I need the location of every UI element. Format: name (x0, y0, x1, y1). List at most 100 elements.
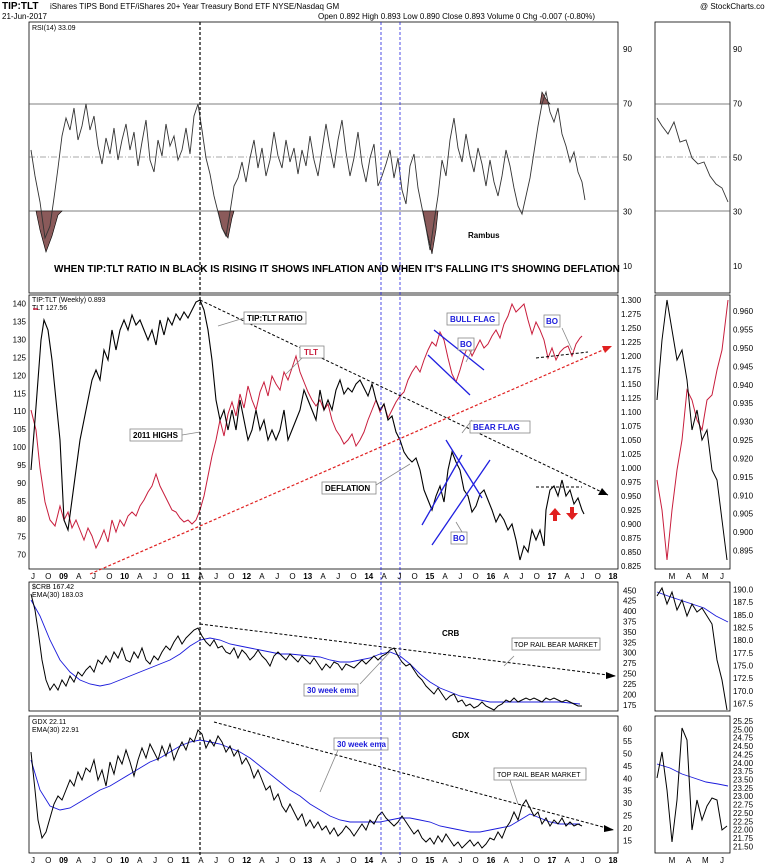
tlt-tick-label: 105 (13, 425, 27, 434)
x-tick-label: 11 (181, 572, 190, 581)
ratio-inset-tick-label: 0.955 (733, 325, 754, 334)
crb-inset-tick-label: 190.0 (733, 586, 754, 595)
x-tick-label: 17 (547, 572, 556, 581)
label-bo-2: BO (450, 521, 468, 545)
tlt-tick-label: 135 (13, 318, 27, 327)
x-tick-label: J (153, 856, 157, 865)
red-up-arrow (549, 508, 561, 521)
x-tick-label: O (350, 572, 356, 581)
crb-inset-tick-label: 185.0 (733, 611, 754, 620)
ratio-tick-label: 0.875 (621, 534, 642, 543)
gdx-inset-tick-label: 24.75 (733, 734, 754, 743)
rsi-panel: RSI(14) 33.09 10 30 50 70 90 10 30 50 70 90 Rambu… (29, 25, 742, 275)
inflation-note: WHEN TIP:TLT RATIO IN BLACK IS RISING IT… (54, 264, 620, 275)
gdx-inset-tick-label: 21.75 (733, 834, 754, 843)
x-tick-label: O (45, 856, 51, 865)
rambus-signature: Rambus (468, 231, 500, 240)
gdx-tick-label: 40 (623, 774, 632, 783)
label-tip-tlt-ratio: TIP:TLT RATIO (217, 311, 307, 327)
gdx-ema-line (30, 739, 580, 833)
gdx-tick-label: 60 (623, 724, 632, 733)
svg-text:BULL FLAG: BULL FLAG (450, 315, 495, 324)
x-tick-label: J (519, 856, 523, 865)
crb-tick-label: 375 (623, 618, 637, 627)
gdx-inset-tick-label: 25.25 (733, 717, 754, 726)
crb-inset-frame (654, 581, 731, 712)
ratio-tick-label: 1.225 (621, 338, 642, 347)
label-ema-crb: 30 week ema (303, 651, 391, 697)
ratio-tick-label: 0.975 (621, 478, 642, 487)
gdx-ema-legend: EMA(30) 22.91 (32, 727, 79, 734)
rsi-inset-tick-label: 30 (733, 208, 742, 217)
x-tick-label: A (198, 572, 204, 581)
ratio-inset-frame (654, 294, 731, 570)
ratio-legend-tlt: TLT 127.56 (32, 305, 67, 312)
tlt-tick-label: 140 (13, 300, 27, 309)
gdx-inset-tick-label: 24.50 (733, 742, 754, 751)
tlt-tick-label: 120 (13, 371, 27, 380)
ratio-inset-tick-label: 0.930 (733, 418, 754, 427)
x-tick-label: O (45, 572, 51, 581)
x-tick-label: O (106, 856, 112, 865)
x-tick-label: O (228, 856, 234, 865)
x-tick-label: J (214, 856, 218, 865)
svg-text:TIP:TLT RATIO: TIP:TLT RATIO (247, 314, 303, 323)
gdx-panel-frame (28, 715, 619, 854)
x-tick-label: O (473, 572, 479, 581)
ratio-inset-tick-label: 0.915 (733, 473, 754, 482)
crb-inset-line (656, 586, 728, 711)
tlt-tick-label: 75 (17, 533, 26, 542)
rsi-inset-tick-label: 90 (733, 45, 742, 54)
x-tick-label: O (411, 572, 417, 581)
crb-tick-label: 425 (623, 597, 637, 606)
rsi-inset-tick-label: 10 (733, 262, 742, 271)
x-tick-label: 09 (59, 856, 68, 865)
ratio-tick-label: 1.200 (621, 352, 642, 361)
ratio-inset-tick-label: 0.960 (733, 307, 754, 316)
tip-tlt-line (30, 299, 585, 561)
ratio-inset-tick-label: 0.895 (733, 547, 754, 556)
gdx-inset-tick-label: 23.50 (733, 775, 754, 784)
tlt-tick-label: 115 (13, 389, 26, 398)
x-tick-label: O (534, 572, 540, 581)
crb-inset-tick-label: 187.5 (733, 598, 754, 607)
gdx-tick-label: 35 (623, 787, 632, 796)
gdx-inset-tick-label: 22.75 (733, 801, 754, 810)
rsi-tick-label: 30 (623, 208, 632, 217)
rsi-tick-label: 10 (623, 262, 632, 271)
inset-x-tick-label: M (669, 856, 676, 865)
x-tick-label: J (31, 572, 35, 581)
gdx-line (30, 729, 583, 849)
rsi-inset-line (656, 117, 729, 203)
crb-tick-label: 250 (623, 670, 637, 679)
x-tick-label: J (397, 572, 401, 581)
x-tick-label: O (228, 572, 234, 581)
x-tick-label: 12 (242, 572, 251, 581)
gdx-legend: GDX 22.11 (32, 719, 66, 726)
x-tick-label: 09 (59, 572, 68, 581)
crb-inset-ema (656, 591, 729, 623)
bull-flag-lower (427, 354, 471, 396)
gdx-inset-line (656, 727, 728, 843)
x-tick-label: A (442, 572, 448, 581)
crb-tick-label: 200 (623, 690, 637, 699)
x-tick-label: A (565, 572, 571, 581)
crb-title: CRB (442, 629, 460, 638)
crb-inset-tick-label: 182.5 (733, 624, 754, 633)
crb-tick-label: 400 (623, 607, 637, 616)
x-tick-label: J (92, 856, 96, 865)
x-tick-label: A (259, 572, 265, 581)
gdx-top-rail (213, 721, 615, 831)
downtrend-arrow (598, 488, 608, 495)
x-tick-label: A (381, 856, 387, 865)
svg-text:BO: BO (460, 340, 472, 349)
ratio-tick-label: 1.250 (621, 324, 642, 333)
svg-text:TLT: TLT (304, 348, 318, 357)
svg-text:BO: BO (453, 534, 465, 543)
x-tick-label: 14 (364, 856, 373, 865)
gdx-tick-label: 15 (623, 837, 632, 846)
x-tick-label: A (198, 856, 204, 865)
rsi-inset-tick-label: 50 (733, 154, 742, 163)
rsi-oversold-fill (35, 210, 63, 253)
gdx-inset-frame (654, 715, 731, 854)
